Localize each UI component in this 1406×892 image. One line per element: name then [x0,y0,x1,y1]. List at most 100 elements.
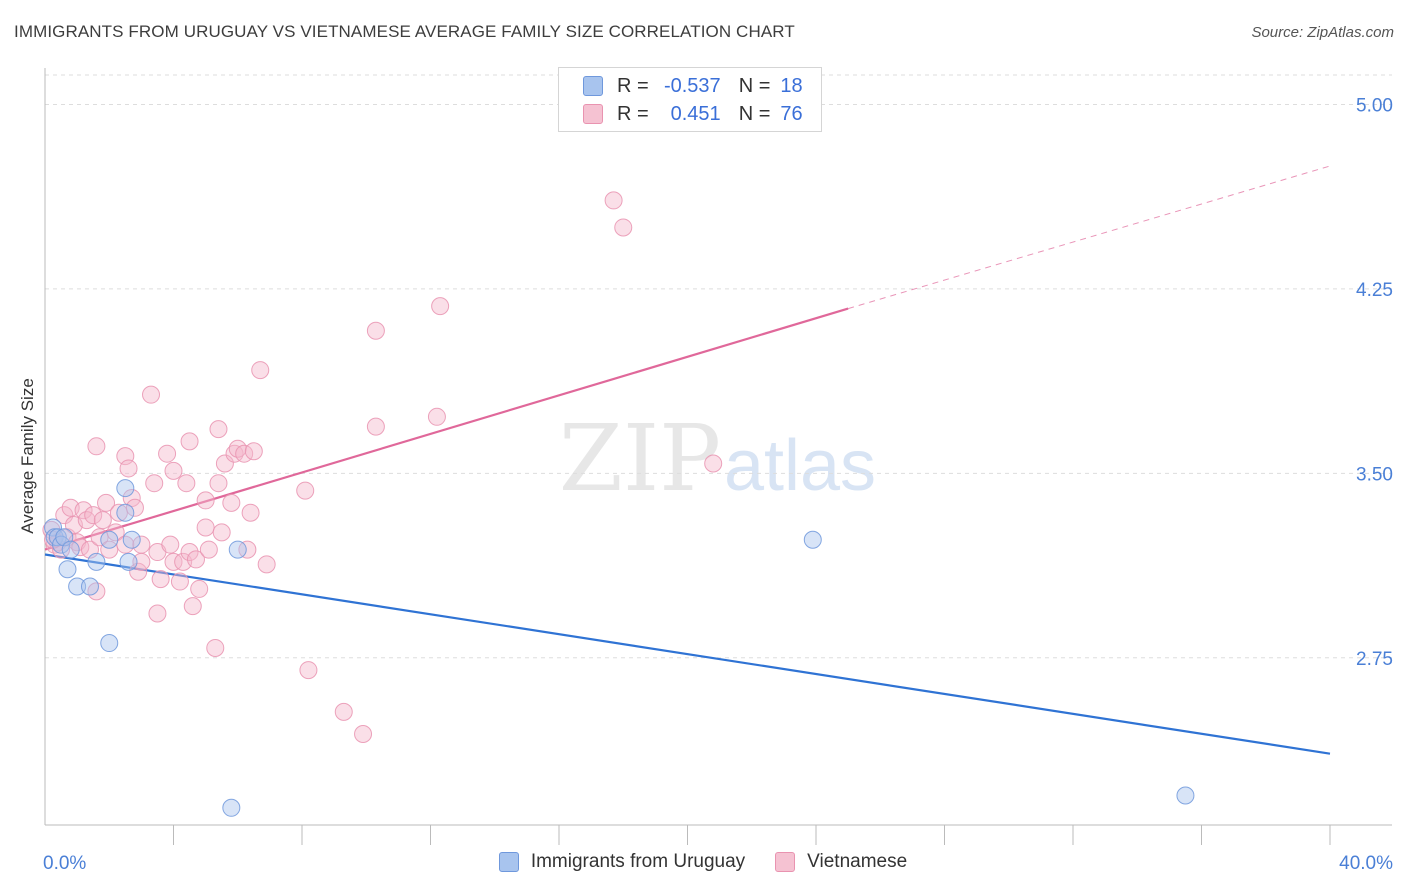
vietnamese-point [97,493,116,512]
vietnamese-point [190,579,209,598]
vietnamese-point [125,498,144,517]
r-label: R = [617,74,649,97]
vietnamese-point [84,506,103,525]
vietnamese-point [704,454,723,473]
uruguay-trend-line [44,553,1331,755]
uruguay-point [58,560,77,579]
vietnamese-point [614,218,633,237]
stats-row-vietnamese: R = 0.451 N = 76 [583,101,803,127]
vietnamese-point [431,297,450,316]
legend-item-uruguay: Immigrants from Uruguay [498,851,746,873]
uruguay-point [1176,786,1195,805]
n-value: 18 [780,74,803,97]
uruguay-point [61,540,80,559]
vietnamese-point [180,432,199,451]
series-legend: Immigrants from Uruguay Vietnamese [0,851,1406,873]
vietnamese-point [209,474,228,493]
vietnamese-point [366,321,385,340]
vietnamese-point [334,702,353,721]
vietnamese-point [244,442,263,461]
vietnamese-point [148,604,167,623]
vietnamese-point [251,361,270,380]
vietnamese-legend-swatch [775,852,796,872]
vietnamese-point [209,420,228,439]
r-value: -0.537 [663,74,721,97]
vietnamese-point [100,540,119,559]
vietnamese-point [215,454,234,473]
vietnamese-point [196,491,215,510]
uruguay-point [100,530,119,549]
vietnamese-point [158,444,177,463]
y-tick-label: 3.50 [1356,464,1393,485]
vietnamese-point [180,543,199,562]
vietnamese-point [257,555,276,574]
vietnamese-point [74,501,93,520]
vietnamese-point [161,535,180,554]
vietnamese-trend-line [44,307,849,551]
vietnamese-point [354,725,373,744]
vietnamese-point [238,540,257,559]
n-value: 76 [780,102,803,125]
r-value: 0.451 [670,102,721,125]
vietnamese-point [177,474,196,493]
vietnamese-point [87,437,106,456]
n-label: N = [738,102,771,125]
vietnamese-swatch [583,104,603,124]
gridlines [45,74,1392,659]
vietnamese-point [151,570,170,589]
vietnamese-point [55,506,74,525]
vietnamese-point [170,572,189,591]
uruguay-point [68,577,87,596]
uruguay-legend-swatch [498,852,519,872]
uruguay-point [122,530,141,549]
vietnamese-trend-extension [847,165,1331,310]
source-credit: Source: ZipAtlas.com [1251,24,1394,41]
uruguay-point [222,798,241,817]
vietnamese-point [145,474,164,493]
vietnamese-point [222,493,241,512]
vietnamese-point [164,552,183,571]
vietnamese-point [225,444,244,463]
vietnamese-point [186,550,205,569]
y-tick-label: 5.00 [1356,96,1393,117]
stats-legend: R = -0.537 N = 18 R = 0.451 N = 76 [558,67,822,132]
vietnamese-point [142,385,161,404]
vietnamese-point [206,638,225,657]
y-tick-label: 2.75 [1356,649,1393,670]
vietnamese-point [604,191,623,210]
chart-title: IMMIGRANTS FROM URUGUAY VS VIETNAMESE AV… [14,22,795,41]
uruguay-point [87,552,106,571]
legend-item-vietnamese: Vietnamese [775,851,907,873]
uruguay-point [228,540,247,559]
vietnamese-point [299,661,318,680]
x-tick-label: 40.0% [1339,853,1393,874]
uruguay-swatch [583,76,603,96]
uruguay-point [119,552,138,571]
uruguay-point [80,577,99,596]
vietnamese-point [132,552,151,571]
vietnamese-point [296,481,315,500]
vietnamese-point [366,417,385,436]
vietnamese-point [427,407,446,426]
uruguay-point [100,634,119,653]
vietnamese-point [212,523,231,542]
vietnamese-point [196,518,215,537]
vietnamese-point [119,459,138,478]
y-tick-label: 4.25 [1356,280,1393,301]
uruguay-point [803,530,822,549]
vietnamese-point [106,523,125,542]
uruguay-point [116,479,135,498]
n-label: N = [738,74,771,97]
vietnamese-point [93,511,112,530]
x-tick-label: 0.0% [43,853,86,874]
vietnamese-point [183,597,202,616]
r-label: R = [617,102,649,125]
vietnamese-point [199,540,218,559]
data-points [42,191,1195,817]
legend-label-vietnamese: Vietnamese [807,851,908,872]
legend-label-uruguay: Immigrants from Uruguay [530,851,746,872]
axes [44,68,1392,845]
vietnamese-point [241,503,260,522]
vietnamese-point [109,503,128,522]
